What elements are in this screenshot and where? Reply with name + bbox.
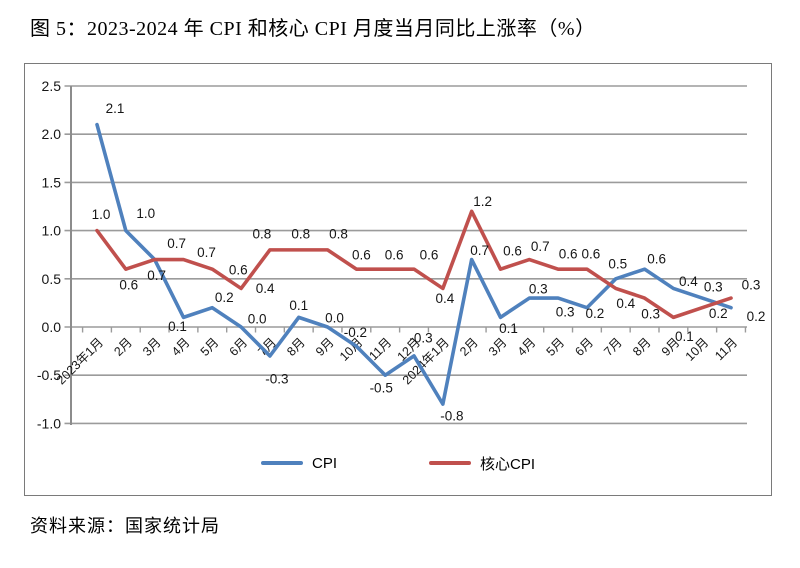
data-label: 0.7 (147, 268, 166, 283)
data-label: 0.3 (704, 280, 723, 295)
data-label: 1.0 (92, 207, 111, 222)
data-label: 0.7 (197, 245, 216, 260)
data-label: 0.6 (229, 263, 248, 278)
y-tick-label: 2.5 (42, 78, 62, 94)
data-label: 0.3 (529, 282, 548, 297)
data-label: 0.6 (582, 247, 601, 262)
data-label: 0.6 (559, 247, 578, 262)
x-tick-label: 8月 (284, 335, 308, 359)
data-label: -0.2 (344, 325, 367, 340)
data-label: 0.4 (256, 281, 275, 296)
x-tick-label: 4月 (169, 335, 193, 359)
x-tick-label: 7月 (601, 335, 625, 359)
data-label: 0.0 (325, 311, 344, 326)
chart-container: 2.5 2.0 1.5 1.0 0.5 0.0 -0.5 -1.0 2023年1月 2月 3月 4月 5… (24, 63, 772, 496)
core-cpi-line-swatch (429, 461, 471, 465)
data-label: -0.8 (440, 409, 463, 424)
x-tick-label: 5月 (198, 335, 222, 359)
data-label: 0.8 (291, 226, 310, 241)
y-tick-label: 1.5 (42, 174, 62, 190)
data-label: 0.4 (679, 274, 698, 289)
y-tick-label: -0.5 (37, 367, 61, 383)
cpi-line (95, 122, 733, 406)
x-tick-label: 6月 (227, 335, 251, 359)
y-tick-label: 2.0 (42, 126, 62, 142)
data-label: 0.8 (329, 226, 348, 241)
x-tick-label: 4月 (515, 335, 539, 359)
data-label: 0.3 (641, 307, 660, 322)
y-tick-label: 0.5 (42, 271, 62, 287)
x-tick-label: 9月 (313, 335, 337, 359)
data-label: 0.1 (289, 298, 308, 313)
y-tick-label: 0.0 (42, 319, 62, 335)
data-label: -0.5 (370, 381, 393, 396)
figure-title: 图 5：2023-2024 年 CPI 和核心 CPI 月度当月同比上涨率（%） (30, 18, 596, 40)
data-label: 0.7 (531, 239, 550, 254)
data-label: -0.3 (409, 330, 432, 345)
x-tick-label: 3月 (486, 335, 510, 359)
core-cpi-line (95, 209, 733, 320)
data-label: 0.4 (435, 291, 454, 306)
data-label: 1.2 (473, 194, 492, 209)
x-tick-label: 5月 (544, 335, 568, 359)
data-label: 1.0 (136, 206, 155, 221)
data-label: 0.7 (470, 243, 489, 258)
data-label: 0.3 (742, 278, 761, 293)
legend-item-core-cpi: 核心CPI (429, 453, 535, 474)
data-label: 0.6 (119, 278, 138, 293)
data-label: -0.3 (265, 371, 288, 386)
data-label: 0.8 (253, 226, 272, 241)
chart-legend: CPI 核心CPI (25, 450, 771, 476)
source-note: 资料来源：国家统计局 (30, 516, 220, 536)
x-tick-label: 2月 (457, 335, 481, 359)
cpi-line-swatch (260, 461, 303, 465)
x-tick-label: 8月 (630, 335, 654, 359)
data-label: 0.2 (586, 306, 605, 321)
x-tick-label: 3月 (140, 335, 164, 359)
data-label: 0.6 (647, 252, 666, 267)
data-label: 0.0 (248, 312, 267, 327)
data-label: 0.3 (556, 305, 575, 320)
cpi-legend-label: CPI (311, 454, 337, 472)
data-label: 0.4 (616, 296, 635, 311)
data-label: 0.1 (499, 321, 518, 336)
data-label: 0.5 (608, 256, 627, 271)
data-label: 0.7 (167, 236, 186, 251)
data-label: 0.2 (747, 309, 766, 324)
data-label: 0.6 (420, 248, 439, 263)
data-label: 0.6 (352, 248, 371, 263)
y-tick-label: 1.0 (42, 223, 62, 239)
legend-item-cpi: CPI (260, 454, 337, 472)
data-label: 0.6 (503, 244, 522, 259)
data-label: 0.1 (675, 329, 694, 344)
x-tick-label: 11月 (712, 335, 740, 363)
data-label: 0.1 (168, 319, 187, 334)
x-tick-label: 2023年1月 (54, 335, 106, 387)
core-cpi-legend-label: 核心CPI (480, 455, 536, 473)
data-label: 0.6 (385, 248, 404, 263)
data-label: 2.1 (106, 101, 125, 116)
data-label: 0.2 (215, 290, 234, 305)
data-label: 0.2 (709, 306, 728, 321)
x-tick-label: 6月 (572, 335, 596, 359)
x-tick-label: 2月 (111, 335, 135, 359)
y-tick-label: -1.0 (37, 415, 61, 431)
